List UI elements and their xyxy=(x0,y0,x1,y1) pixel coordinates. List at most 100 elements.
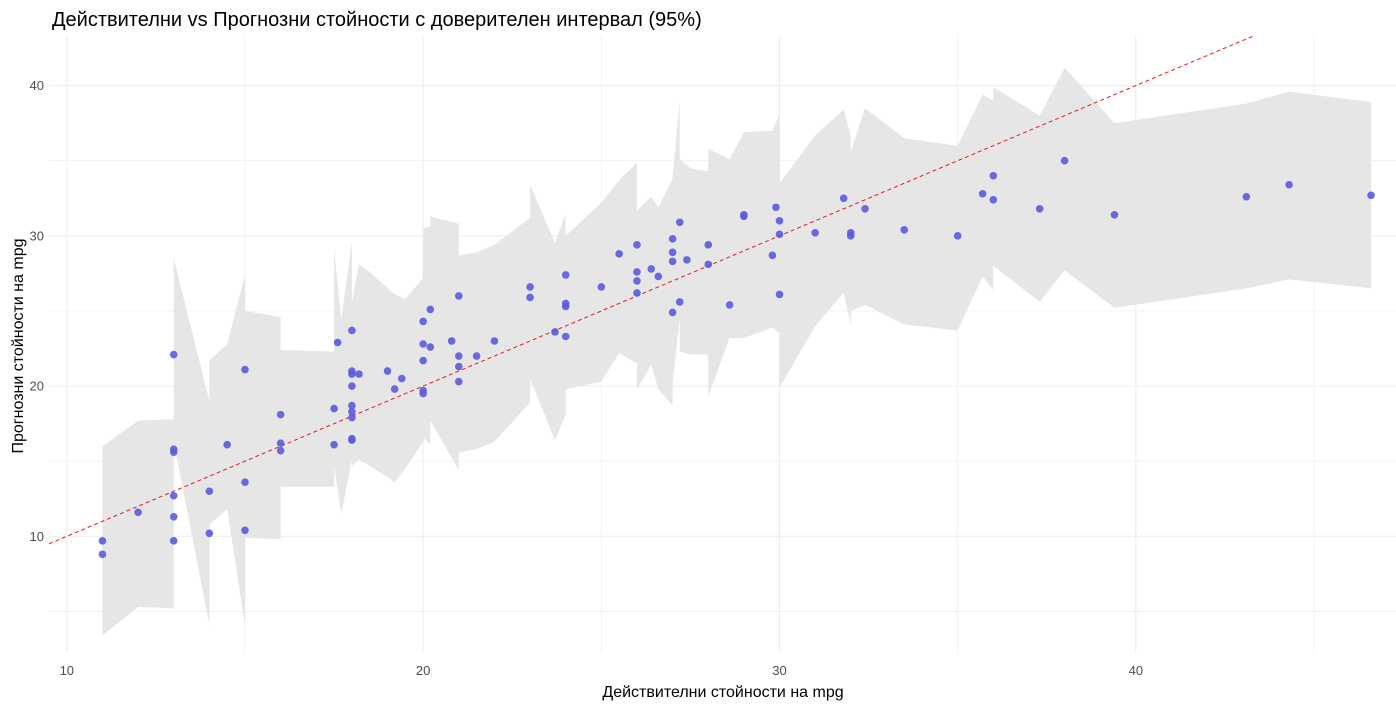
y-axis-label: Прогнозни стойности на mpg xyxy=(10,239,27,454)
y-tick-label: 20 xyxy=(30,379,44,394)
tick-labels-layer: 10 20 30 40 10 20 30 40 xyxy=(30,78,1144,678)
data-point xyxy=(348,436,356,444)
data-point xyxy=(668,257,677,266)
data-point xyxy=(169,448,178,456)
y-tick-label: 40 xyxy=(30,78,44,93)
data-point xyxy=(526,293,534,302)
data-point xyxy=(330,440,338,449)
data-point xyxy=(633,268,641,276)
data-point xyxy=(419,340,427,348)
data-point xyxy=(169,537,178,545)
data-point xyxy=(98,550,107,559)
data-point xyxy=(633,277,641,285)
data-point xyxy=(668,235,677,243)
data-point xyxy=(561,271,570,279)
data-point xyxy=(276,410,285,419)
data-point xyxy=(134,508,142,517)
data-point xyxy=(775,230,784,239)
x-tick-label: 20 xyxy=(416,663,430,678)
data-point xyxy=(205,487,214,496)
data-point xyxy=(419,389,427,398)
data-point xyxy=(426,305,435,314)
data-point xyxy=(989,171,998,180)
data-point xyxy=(169,491,178,500)
data-point xyxy=(390,385,399,393)
data-point xyxy=(169,512,178,521)
points-layer xyxy=(98,156,1375,559)
data-point xyxy=(668,308,677,317)
reference-line xyxy=(48,35,1254,545)
data-point xyxy=(704,241,713,249)
data-point xyxy=(447,337,456,345)
data-point xyxy=(223,440,231,449)
data-point xyxy=(426,343,435,351)
data-point xyxy=(704,260,713,269)
data-point xyxy=(668,248,677,257)
data-point xyxy=(1242,192,1251,201)
data-point xyxy=(953,232,962,240)
data-point xyxy=(775,290,784,299)
x-tick-label: 40 xyxy=(1129,663,1143,678)
data-point xyxy=(455,377,463,386)
data-point xyxy=(647,265,656,273)
data-point xyxy=(775,217,784,225)
data-point xyxy=(597,283,606,291)
data-point xyxy=(675,298,684,306)
data-point xyxy=(276,439,285,447)
data-point xyxy=(633,241,641,249)
data-point xyxy=(768,251,777,260)
data-point xyxy=(455,352,463,360)
y-tick-label: 10 xyxy=(30,529,44,544)
data-point xyxy=(455,292,463,300)
data-point xyxy=(725,301,734,309)
data-point xyxy=(348,407,356,416)
reference-line-layer xyxy=(48,35,1254,545)
data-point xyxy=(472,352,481,360)
data-point xyxy=(348,413,356,422)
data-point xyxy=(205,529,214,538)
data-point xyxy=(1060,156,1069,165)
data-point xyxy=(241,365,249,374)
data-point xyxy=(455,362,463,371)
data-point xyxy=(846,232,855,240)
data-point xyxy=(861,204,869,213)
data-point xyxy=(419,356,427,365)
data-point xyxy=(490,337,499,345)
data-point xyxy=(98,537,107,545)
data-point xyxy=(740,212,748,221)
data-point xyxy=(169,350,178,359)
data-point xyxy=(561,302,570,311)
data-point xyxy=(683,256,691,264)
data-point xyxy=(561,332,570,341)
chart-title: Действителни vs Прогнозни стойности с до… xyxy=(52,9,702,31)
x-tick-label: 10 xyxy=(60,663,74,678)
data-point xyxy=(551,328,559,336)
confidence-ribbon-layer xyxy=(102,67,1372,636)
data-point xyxy=(333,338,342,347)
confidence-ribbon xyxy=(102,67,1372,636)
data-point xyxy=(1285,180,1293,189)
data-point xyxy=(989,195,998,204)
data-point xyxy=(1110,210,1119,219)
y-tick-label: 30 xyxy=(30,228,44,243)
data-point xyxy=(615,250,623,258)
data-point xyxy=(419,317,427,326)
x-axis-label: Действителни стойности на mpg xyxy=(602,684,843,701)
data-point xyxy=(526,283,534,291)
data-point xyxy=(811,229,819,237)
data-point xyxy=(383,367,392,375)
data-point xyxy=(900,226,909,234)
data-point xyxy=(330,404,338,413)
data-point xyxy=(355,370,363,378)
data-point xyxy=(276,446,285,455)
data-point xyxy=(978,189,987,198)
data-point xyxy=(397,374,406,383)
data-point xyxy=(772,203,780,212)
data-point xyxy=(633,289,641,297)
data-point xyxy=(839,194,848,203)
data-point xyxy=(241,478,249,487)
data-point xyxy=(348,382,356,390)
x-tick-label: 30 xyxy=(772,663,786,678)
data-point xyxy=(348,326,356,335)
